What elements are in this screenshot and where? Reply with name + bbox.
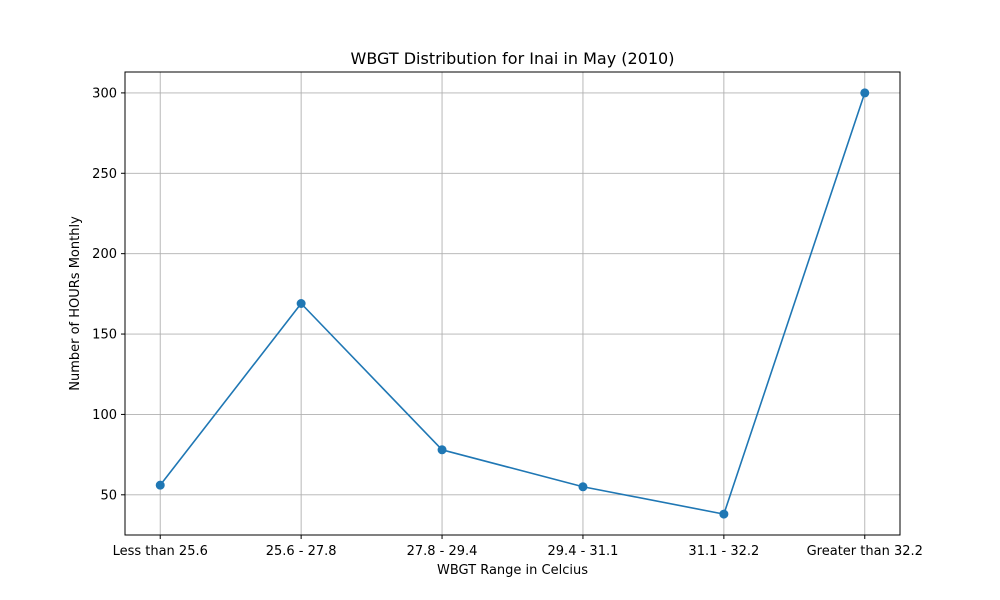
- data-point: [719, 509, 729, 519]
- plot-frame: [124, 71, 901, 536]
- x-tick-label: 29.4 - 31.1: [548, 544, 619, 559]
- series-layer: [155, 88, 870, 519]
- data-point: [860, 88, 870, 98]
- data-point: [296, 299, 306, 308]
- x-tick-label: Less than 25.6: [113, 544, 208, 559]
- x-axis-label: WBGT Range in Celcius: [437, 563, 588, 578]
- grid-layer: [125, 72, 900, 535]
- y-tick-label: 50: [100, 488, 117, 503]
- data-point: [578, 482, 588, 492]
- ticks-layer: Less than 25.6 25.6 - 27.8 27.8 - 29.4 29.4…: [92, 86, 923, 559]
- y-tick-label: 100: [92, 408, 117, 423]
- series-line: [159, 92, 866, 515]
- x-tick-label: 25.6 - 27.8: [266, 544, 337, 559]
- data-point: [437, 445, 447, 455]
- y-tick-label: 150: [92, 328, 117, 343]
- x-tick-label: Greater than 32.2: [807, 544, 923, 559]
- y-tick-label: 250: [92, 167, 117, 182]
- data-point: [155, 480, 165, 490]
- x-tick-label: 27.8 - 29.4: [407, 544, 478, 559]
- chart-title: WBGT Distribution for Inai in May (2010): [351, 49, 675, 68]
- x-tick-label: 31.1 - 32.2: [688, 544, 759, 559]
- y-tick-label: 200: [92, 247, 117, 262]
- y-axis-label: Number of HOURs Monthly: [68, 216, 83, 391]
- y-tick-label: 300: [92, 86, 117, 101]
